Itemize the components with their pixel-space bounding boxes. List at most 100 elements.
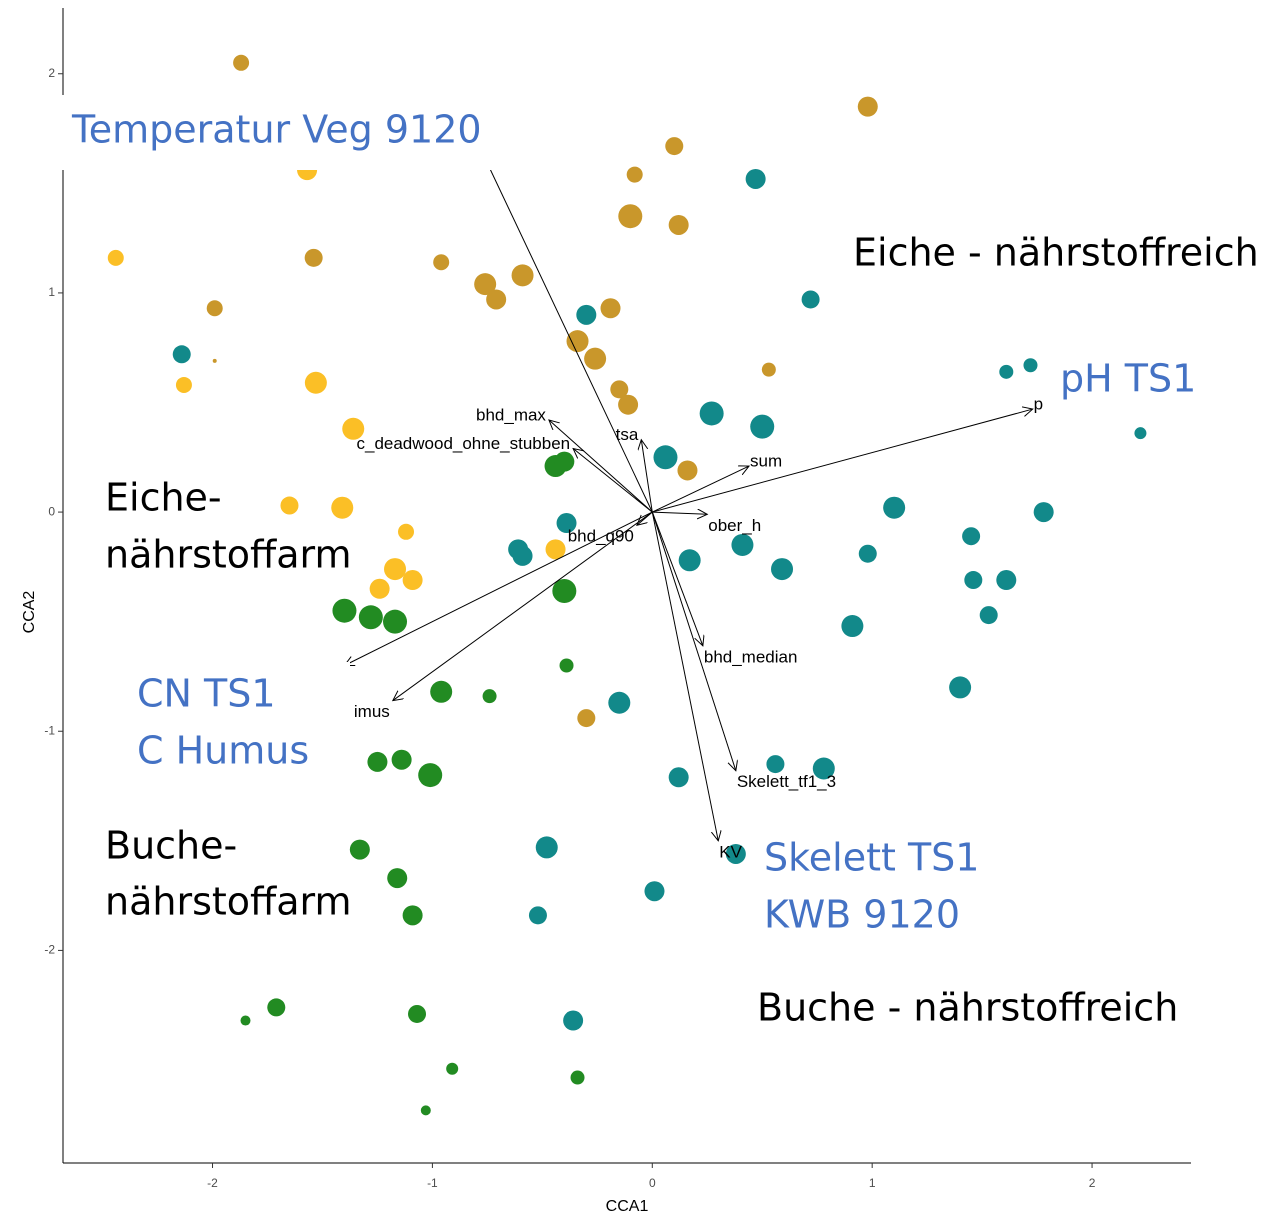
arrow-label: tsa — [616, 425, 639, 444]
biplot-arrow — [651, 511, 718, 841]
arrow-label: imus — [354, 702, 390, 721]
point — [304, 371, 327, 394]
biplot-arrow — [652, 409, 1032, 513]
biplot-arrow — [651, 511, 736, 771]
point — [402, 905, 423, 926]
point — [801, 290, 820, 309]
annotation: Buche- — [105, 824, 237, 868]
point — [857, 96, 878, 117]
point — [369, 578, 390, 599]
point — [731, 533, 754, 556]
point — [482, 689, 497, 704]
point — [626, 166, 643, 183]
annotation: KWB 9120 — [764, 893, 960, 937]
arrow-label: Skelett_tf1_3 — [737, 772, 836, 791]
point — [618, 204, 643, 229]
point — [474, 273, 497, 296]
point — [608, 691, 631, 714]
point — [545, 539, 566, 560]
point — [556, 513, 577, 534]
point — [761, 362, 776, 377]
arrow-label: bhd_median — [704, 647, 798, 666]
point — [600, 298, 621, 319]
point — [653, 445, 678, 470]
y-axis-title: CCA2 — [21, 591, 38, 634]
point — [644, 881, 665, 902]
y-tick-label: 1 — [48, 285, 55, 299]
point — [280, 496, 299, 515]
point — [725, 843, 746, 864]
point — [566, 330, 589, 353]
point — [665, 137, 684, 156]
biplot-arrow — [651, 511, 703, 646]
point — [304, 248, 323, 267]
biplot-arrow — [641, 440, 653, 513]
point — [668, 214, 689, 235]
point — [511, 264, 534, 287]
annotation: Eiche- — [105, 476, 222, 520]
point — [332, 598, 357, 623]
point — [771, 558, 794, 581]
annotation-box — [120, 662, 350, 784]
arrow-label: bhd_q90 — [568, 527, 634, 546]
point — [883, 496, 906, 519]
annotation-box — [60, 95, 496, 170]
arrow-label: ober_h — [708, 516, 761, 535]
point — [1033, 502, 1054, 523]
annotation: Skelett TS1 — [764, 836, 979, 880]
arrow-label: KV — [719, 842, 742, 861]
annotation: pH TS1 — [1060, 357, 1196, 401]
point — [576, 304, 597, 325]
point — [949, 676, 972, 699]
point — [535, 836, 558, 859]
point — [446, 1062, 459, 1075]
point — [563, 1010, 584, 1031]
annotation: Buche - nährstoffreich — [757, 986, 1178, 1030]
point — [577, 709, 596, 728]
point — [430, 680, 453, 703]
point — [750, 414, 775, 439]
y-tick-label: 0 — [48, 504, 55, 518]
point — [812, 757, 835, 780]
biplot-arrow — [344, 511, 653, 665]
point — [528, 906, 547, 925]
x-tick-label: -1 — [427, 1176, 438, 1190]
point — [331, 496, 354, 519]
point — [618, 394, 639, 415]
biplot-arrow — [549, 420, 653, 513]
point — [677, 460, 698, 481]
y-tick-label: -1 — [44, 723, 55, 737]
biplot-arrow — [472, 131, 653, 513]
point — [559, 658, 574, 673]
point — [391, 749, 412, 770]
annotation: nährstoffarm — [105, 533, 351, 577]
point — [486, 289, 507, 310]
point — [570, 1070, 585, 1085]
point — [206, 300, 223, 317]
point — [512, 545, 533, 566]
point — [964, 571, 983, 590]
biplot-arrow — [652, 466, 749, 513]
point — [233, 54, 250, 71]
point — [175, 376, 192, 393]
plot-area: -2 -1 0 1 2 -2 -1 0 1 2 bhd_max c_deadwood_ohne_stu… — [44, 8, 1191, 1190]
point — [418, 763, 443, 788]
x-axis-title: CCA1 — [606, 1198, 649, 1215]
annotations: Temperatur Veg 9120 Eiche - nährstoffreic… — [71, 108, 1259, 1030]
annotation: C Humus — [137, 729, 309, 773]
point — [367, 751, 388, 772]
x-tick-label: 1 — [869, 1176, 876, 1190]
annotation: Temperatur Veg 9120 — [71, 108, 482, 152]
point — [358, 605, 383, 630]
annotation: Eiche - nährstoffreich — [853, 231, 1259, 275]
point — [1134, 427, 1147, 440]
point — [107, 249, 124, 266]
point — [408, 1004, 427, 1023]
point — [383, 609, 408, 634]
point — [766, 755, 785, 774]
x-tick-label: -2 — [207, 1176, 218, 1190]
annotation-box — [1053, 355, 1203, 405]
point — [996, 570, 1017, 591]
point — [979, 606, 998, 625]
